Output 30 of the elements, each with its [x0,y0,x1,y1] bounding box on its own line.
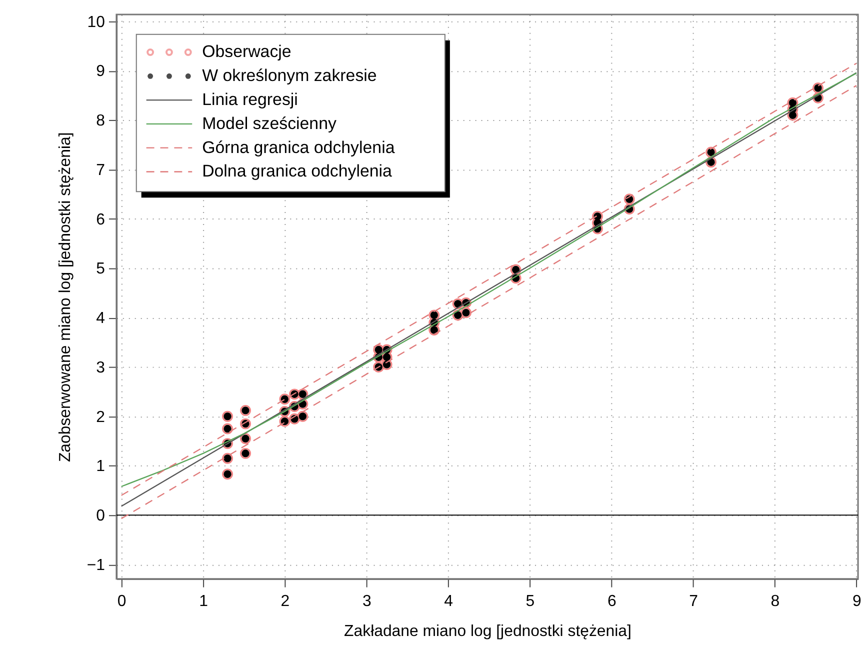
x-tick-label: 8 [770,593,780,610]
x-tick-label: 4 [444,593,454,610]
y-tick-label: 0 [96,508,106,525]
legend-label: Model sześcienny [202,114,337,133]
y-tick-label: 1 [96,458,106,476]
x-tick-label: 3 [362,593,372,610]
x-tick-label: 6 [607,593,616,610]
y-tick-label: 6 [96,211,106,228]
y-tick-label: 9 [96,63,106,80]
y-axis-title: Zaobserwowane miano log [jednostki stężenia] [56,132,74,462]
x-tick-label: 7 [689,593,698,610]
x-tick-label: 1 [199,593,208,610]
y-tick-label: −1 [86,556,106,574]
x-tick-label: 5 [526,593,535,610]
y-tick-label: 2 [96,408,106,426]
legend-label: Górna granica odchylenia [202,138,396,157]
y-tick-label: 5 [96,260,106,278]
y-tick-label: 4 [96,310,106,328]
legend-label: W określonym zakresie [202,66,377,86]
legend-label: Linia regresji [202,90,298,110]
x-tick-label: 2 [280,593,290,610]
x-tick-label: 9 [852,593,862,610]
x-axis-title: Zakładane miano log [jednostki stężenia] [344,623,632,640]
x-tick-label: 0 [117,593,126,610]
legend-label: Obserwacje [202,42,292,62]
y-tick-label: 8 [96,112,106,130]
y-tick-label: 7 [96,162,106,179]
y-tick-label: 3 [96,359,106,376]
legend-label: Dolna granica odchylenia [202,162,393,181]
y-tick-label: 10 [87,14,106,31]
